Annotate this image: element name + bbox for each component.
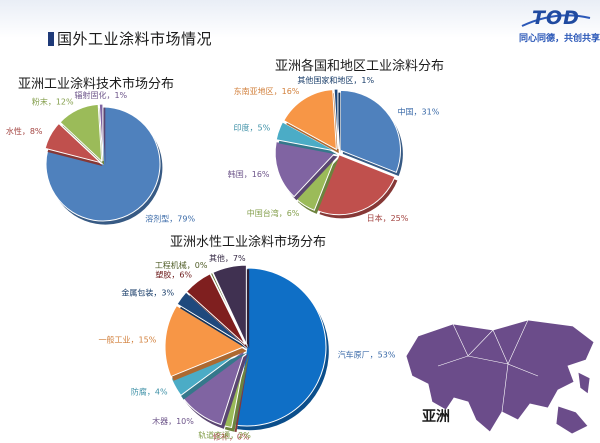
- pie-regions-slice: [316, 154, 396, 216]
- page-title: 国外工业涂料市场情况: [48, 28, 212, 49]
- pie-tech-slice: [59, 103, 103, 163]
- pie-regions-slice: [274, 141, 337, 198]
- logo: TOD: [532, 7, 580, 29]
- header-band: [0, 0, 600, 38]
- pie-waterborne-slice: [164, 304, 246, 378]
- pie-regions-label: 中国，31%: [398, 107, 440, 117]
- pie-regions-label: 韩国，16%: [228, 169, 270, 179]
- pie-regions-label: 日本，25%: [367, 213, 409, 223]
- chart-title-tech: 亚洲工业涂料技术市场分布: [18, 77, 175, 92]
- pie-waterborne-label: 轨道交通，2%: [198, 430, 251, 440]
- pie-tech-slice: [45, 106, 161, 222]
- pie-tech-label: 粉末，12%: [32, 97, 74, 107]
- pie-tech-label: 辐射固化，1%: [74, 90, 127, 100]
- pie-waterborne-slice: [170, 348, 245, 397]
- pie-waterborne-slice: [212, 264, 247, 345]
- pie-waterborne-label: 金属包装，3%: [121, 288, 174, 298]
- pie-waterborne-label: 修补，0%: [213, 432, 250, 442]
- pie-waterborne-label: 防腐，4%: [131, 387, 168, 397]
- pie-waterborne-label: 汽车原厂，53%: [338, 349, 396, 359]
- pie-regions-label: 其他国家和地区，1%: [297, 75, 374, 85]
- pie-waterborne: 汽车原厂，53% 修补，0%轨道交通，2% 木器，10% 防腐，4% 一般工业，15% 金…: [99, 253, 396, 441]
- pie-regions-slice: [275, 121, 336, 152]
- title-bullet: [48, 32, 54, 46]
- pie-regions-label: 印度，5%: [234, 123, 271, 133]
- page-title-text: 国外工业涂料市场情况: [57, 30, 213, 48]
- pie-regions-label: 中国台湾，6%: [247, 208, 300, 218]
- pie-waterborne-label: 工程机械，0%: [155, 260, 208, 270]
- pie-waterborne-slice: [233, 267, 327, 427]
- pie-regions-label: 东南亚地区，16%: [234, 86, 300, 96]
- chart-title-regions: 亚洲各国和地区工业涂料分布: [275, 59, 445, 74]
- pie-regions-slice: [333, 88, 339, 150]
- pie-waterborne-label: 一般工业，15%: [99, 335, 157, 345]
- pie-waterborne-label: 塑胶，6%: [155, 269, 192, 279]
- pie-regions: 中国，31% 日本，25% 中国台湾，6% 韩国，16% 印度，5% 东南亚地区，16%其…: [228, 75, 440, 223]
- pie-tech-label: 溶剂型，79%: [145, 214, 195, 224]
- pie-tech-slice: [98, 103, 104, 162]
- pie-tech-label: 水性，8%: [6, 126, 43, 136]
- pie-waterborne-label: 其他，7%: [209, 253, 246, 263]
- pie-tech-slice: [44, 122, 101, 164]
- pie-regions-slice: [283, 89, 337, 151]
- pie-waterborne-label: 木器，10%: [152, 416, 194, 426]
- pie-tech: 溶剂型，79% 水性，8% 粉末，12%辐射固化，1%: [6, 90, 195, 225]
- pie-regions-slice: [339, 89, 401, 174]
- pie-waterborne-slice-depth: [234, 354, 250, 433]
- pie-waterborne-slice: [176, 291, 245, 346]
- chart-title-waterborne: 亚洲水性工业涂料市场分布: [170, 235, 327, 250]
- asia-map: [405, 319, 595, 435]
- map-label: 亚洲: [422, 409, 450, 425]
- pie-waterborne-slice: [209, 272, 247, 345]
- pie-waterborne-slice-depth: [174, 352, 248, 400]
- pie-waterborne-slice: [185, 273, 246, 345]
- slogan: 同心同德，共创共享: [518, 34, 600, 44]
- logo-swoosh-icon: [521, 14, 591, 27]
